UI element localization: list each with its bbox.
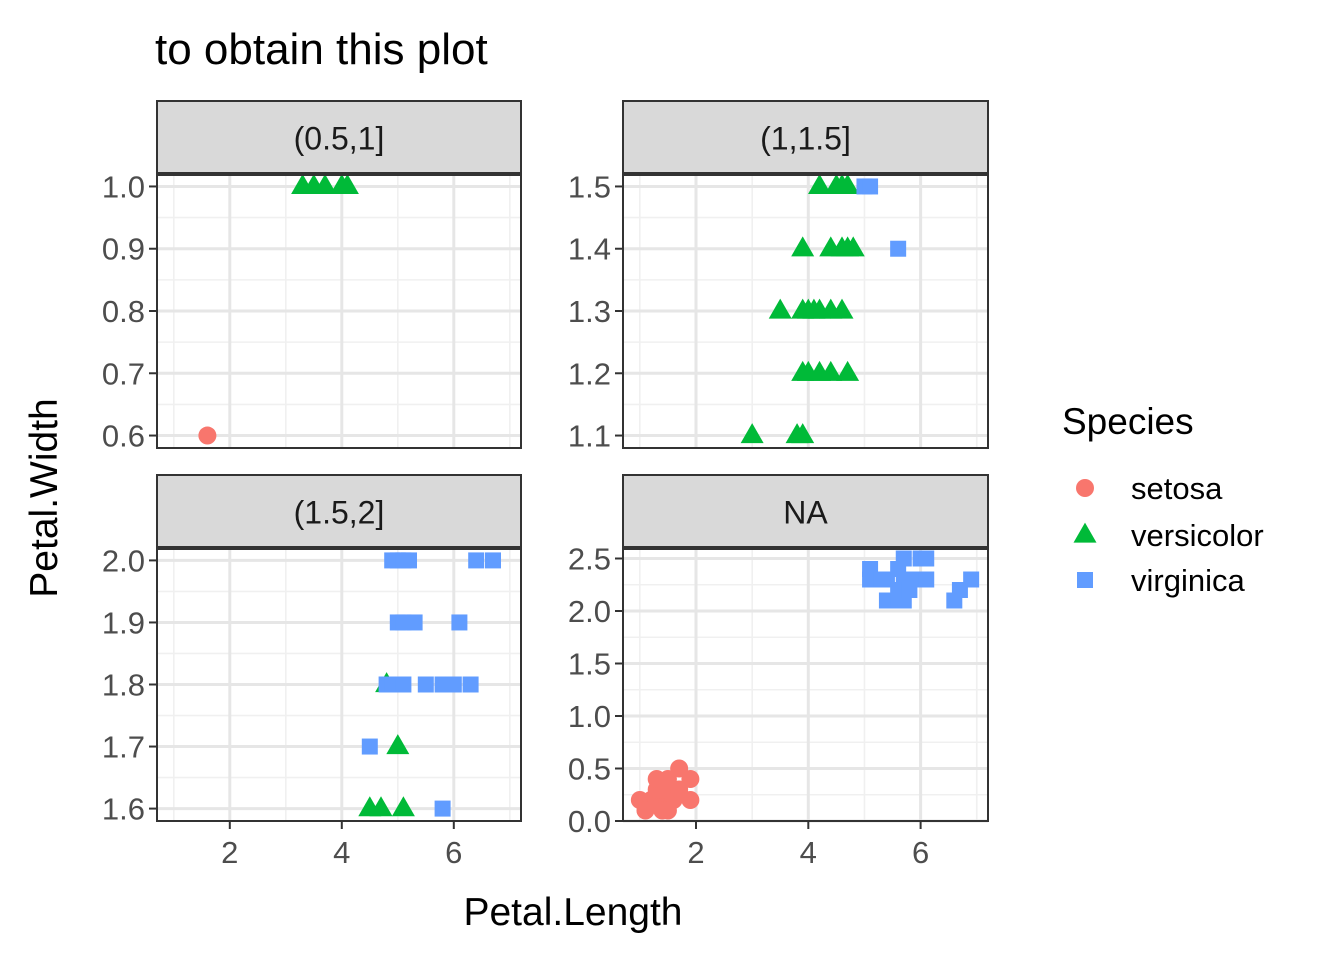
data-point-versicolor [836,360,860,381]
y-tick-label: 2.0 [568,594,611,629]
x-tick-label: 6 [912,835,929,870]
data-point-versicolor [391,796,415,817]
y-tick-label: 1.6 [102,792,145,827]
data-point-versicolor [369,796,393,817]
data-point-versicolor [313,174,337,195]
y-tick-label: 0.9 [102,232,145,267]
data-point-versicolor [836,174,860,195]
y-axis-label: Petal.Width [23,398,66,597]
facet-panel: (0.5,1] 0.6 0.7 0.8 0.9 1.0 [102,100,522,454]
y-tick-label: 0.6 [102,419,145,454]
y-tick-label: 1.5 [568,647,611,682]
data-point-versicolor [808,174,832,195]
data-point-versicolor [841,236,865,257]
facet-strip [156,100,522,175]
x-tick-label: 4 [800,835,817,870]
legend-label-setosa: setosa [1131,471,1223,506]
data-point-setosa [670,759,689,778]
x-tick-label: 4 [333,835,350,870]
y-tick-label: 1.4 [568,232,611,267]
facet-strip-label: (0.5,1] [294,121,385,157]
x-tick-label: 2 [687,835,704,870]
data-point-versicolor [791,236,815,257]
data-point-virginica [963,571,980,588]
y-tick-label: 2.5 [568,542,611,577]
data-point-virginica [895,550,912,567]
facet-strip [622,100,989,175]
facet-panel: (1.5,2] 1.6 1.7 1.8 1.9 2.0 2 4 6 [102,474,522,870]
data-point-virginica [401,552,417,569]
data-point-virginica [417,676,434,693]
x-axis-label: Petal.Length [463,891,682,934]
facet-panel: NA 0.0 0.5 1.0 1.5 2.0 2.5 2 4 6 [568,474,989,870]
y-tick-label: 1.8 [102,668,145,703]
data-point-virginica [918,550,935,567]
data-point-virginica [918,571,935,588]
data-point-setosa [681,770,700,788]
legend-label-versicolor: versicolor [1131,518,1264,553]
y-tick-label: 1.0 [568,699,611,734]
data-point-versicolor [335,174,359,195]
facet-panel: (1,1.5] 1.1 1.2 1.3 1.4 1.5 [568,100,989,454]
data-point-virginica [468,552,485,569]
facets-layer: (0.5,1] 0.6 0.7 0.8 0.9 1.0 (1,1.5] 1.1 1.2 1.3 1.… [102,100,989,870]
y-tick-label: 0.5 [568,752,611,787]
y-tick-label: 1.1 [568,419,611,454]
data-point-setosa [658,770,677,788]
data-point-versicolor [740,423,764,444]
data-point-virginica [406,614,423,631]
data-point-setosa [636,801,655,820]
legend-key-versicolor [1073,522,1097,543]
y-tick-label: 1.3 [568,294,611,329]
data-point-setosa [198,426,217,445]
facet-strip [156,474,522,549]
data-point-versicolor [386,734,410,755]
y-tick-label: 1.2 [568,356,611,391]
legend-title: Species [1062,401,1194,442]
data-point-versicolor [768,298,792,319]
data-point-setosa [670,780,689,799]
y-tick-label: 0.7 [102,356,145,391]
facet-strip-label: NA [783,495,828,531]
data-point-virginica [445,676,462,693]
legend-key-setosa [1076,479,1094,497]
y-tick-label: 0.8 [102,294,145,329]
legend-label-virginica: virginica [1131,563,1245,598]
y-tick-label: 1.0 [102,169,145,204]
y-tick-label: 1.9 [102,605,145,640]
data-point-setosa [658,801,677,820]
data-point-virginica [434,800,451,817]
data-point-virginica [862,178,879,195]
y-tick-label: 2.0 [102,543,145,578]
data-point-versicolor [830,298,854,319]
data-point-virginica [462,676,479,693]
data-point-versicolor [791,423,815,444]
y-tick-label: 1.7 [102,730,145,765]
data-point-virginica [361,738,378,755]
data-point-virginica [890,240,907,257]
y-tick-label: 1.5 [568,169,611,204]
facet-strip-label: (1.5,2] [294,495,385,531]
data-point-versicolor [819,360,843,381]
data-point-virginica [451,614,468,631]
facet-strip-label: (1,1.5] [760,121,851,157]
x-tick-label: 2 [221,835,238,870]
facet-strip [622,474,989,549]
y-tick-label: 0.0 [568,804,611,839]
legend: Species setosa versicolor virginica [1062,401,1264,598]
panel-background [623,548,988,821]
x-tick-label: 6 [445,835,462,870]
data-point-setosa [681,791,700,809]
legend-key-virginica [1077,572,1093,588]
chart-title: to obtain this plot [155,25,488,74]
data-point-virginica [485,552,501,569]
data-point-virginica [395,676,412,693]
